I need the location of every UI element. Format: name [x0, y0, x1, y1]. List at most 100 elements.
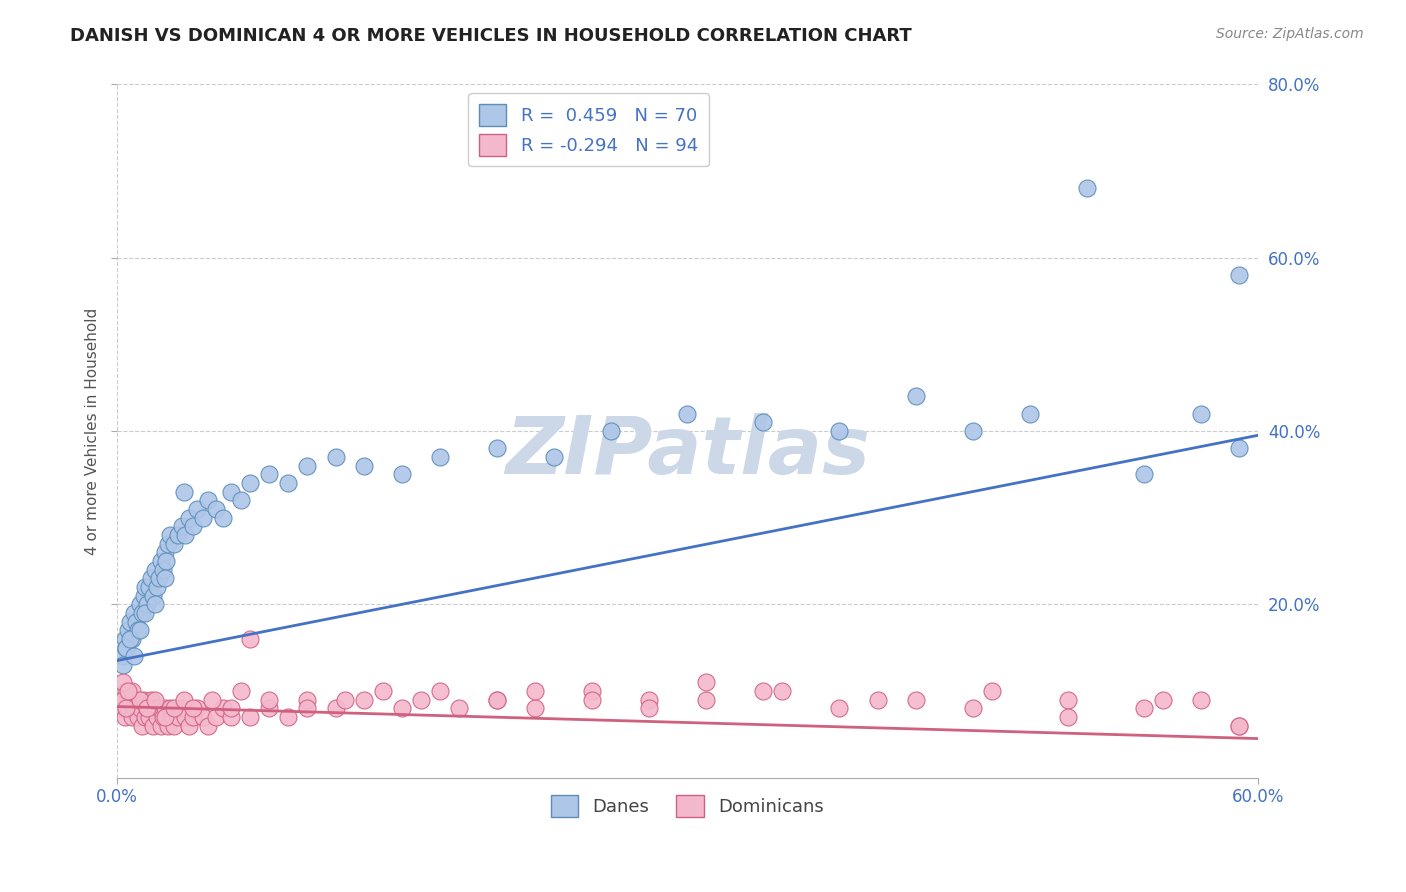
Point [1152, 692, 1174, 706]
Point [186, 502, 208, 516]
Point [138, 710, 160, 724]
Point [163, 718, 186, 732]
Point [170, 519, 193, 533]
Point [166, 710, 188, 724]
Point [122, 649, 145, 664]
Point [277, 475, 299, 490]
Point [197, 718, 219, 732]
Point [153, 701, 176, 715]
Point [333, 692, 356, 706]
Point [141, 571, 163, 585]
Point [173, 692, 195, 706]
Point [159, 528, 181, 542]
Point [122, 701, 145, 715]
Point [866, 692, 889, 706]
Point [157, 718, 180, 732]
Point [120, 692, 142, 706]
Point [117, 684, 139, 698]
Point [201, 692, 224, 706]
Point [1227, 718, 1250, 732]
Point [219, 701, 242, 715]
Point [142, 718, 165, 732]
Point [219, 484, 242, 499]
Point [136, 701, 159, 715]
Point [110, 701, 132, 715]
Point [1227, 718, 1250, 732]
Point [205, 502, 228, 516]
Point [148, 571, 170, 585]
Point [1132, 701, 1154, 715]
Point [391, 467, 413, 482]
Point [429, 450, 451, 464]
Point [1056, 692, 1078, 706]
Point [146, 710, 169, 724]
Point [111, 692, 134, 706]
Point [138, 580, 160, 594]
Point [115, 640, 138, 655]
Point [257, 701, 280, 715]
Point [143, 563, 166, 577]
Point [166, 528, 188, 542]
Point [142, 589, 165, 603]
Point [149, 718, 172, 732]
Point [353, 692, 375, 706]
Point [197, 493, 219, 508]
Point [219, 710, 242, 724]
Point [111, 649, 134, 664]
Point [962, 424, 984, 438]
Point [160, 710, 183, 724]
Point [163, 536, 186, 550]
Point [115, 701, 138, 715]
Point [1227, 268, 1250, 282]
Point [159, 701, 181, 715]
Point [170, 701, 193, 715]
Point [179, 510, 201, 524]
Point [163, 701, 186, 715]
Point [429, 684, 451, 698]
Point [122, 606, 145, 620]
Point [962, 701, 984, 715]
Point [136, 597, 159, 611]
Point [524, 701, 547, 715]
Point [524, 684, 547, 698]
Point [131, 606, 153, 620]
Point [132, 692, 155, 706]
Point [134, 580, 156, 594]
Point [125, 615, 148, 629]
Point [128, 701, 150, 715]
Point [132, 589, 155, 603]
Point [174, 528, 197, 542]
Point [486, 442, 509, 456]
Point [1227, 442, 1250, 456]
Point [904, 389, 927, 403]
Point [157, 536, 180, 550]
Point [486, 692, 509, 706]
Point [143, 597, 166, 611]
Point [149, 554, 172, 568]
Point [136, 701, 159, 715]
Point [212, 510, 235, 524]
Point [114, 710, 136, 724]
Point [1189, 407, 1212, 421]
Point [980, 684, 1002, 698]
Text: Source: ZipAtlas.com: Source: ZipAtlas.com [1216, 27, 1364, 41]
Point [128, 692, 150, 706]
Point [191, 510, 214, 524]
Point [1076, 181, 1098, 195]
Point [205, 710, 228, 724]
Point [114, 632, 136, 646]
Point [174, 710, 197, 724]
Point [127, 624, 149, 638]
Point [186, 701, 208, 715]
Point [143, 692, 166, 706]
Point [638, 692, 661, 706]
Point [117, 701, 139, 715]
Point [179, 718, 201, 732]
Point [121, 684, 143, 698]
Point [143, 701, 166, 715]
Point [121, 710, 143, 724]
Point [111, 675, 134, 690]
Point [752, 684, 775, 698]
Point [752, 415, 775, 429]
Point [191, 710, 214, 724]
